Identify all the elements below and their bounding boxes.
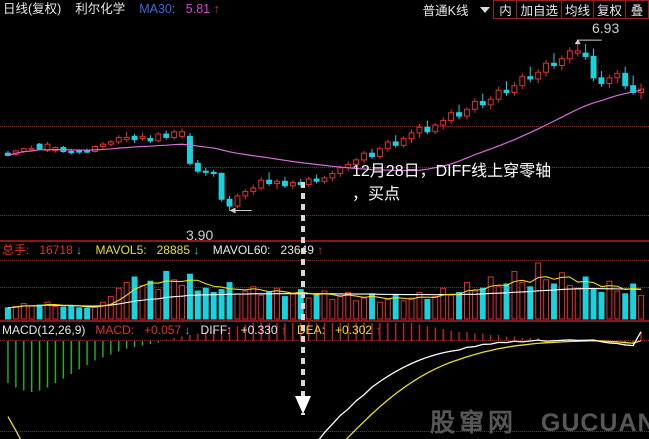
volume-gridline bbox=[0, 260, 649, 261]
toolbar: 普通K线 内 加自选 均线 复权 叠 bbox=[415, 0, 649, 19]
header-info: 日线(复权) 利尔化学 MA30: 5.81 ↑ bbox=[3, 1, 220, 18]
toolbar-button-overlay[interactable]: 叠 bbox=[625, 0, 649, 19]
volume-total-arrow-icon: ↓ bbox=[76, 243, 83, 257]
annotation-line-2: ，买点 bbox=[352, 186, 401, 203]
kline-mode-dropdown[interactable]: 普通K线 bbox=[415, 0, 495, 19]
dea-arrow-icon: ↑ bbox=[375, 323, 382, 337]
ma30-label: MA30: bbox=[139, 2, 176, 16]
diff-label: DIFF: bbox=[200, 323, 231, 337]
mavol5-label: MAVOL5: bbox=[95, 243, 147, 257]
period-label: 日线(复权) bbox=[3, 2, 62, 16]
price-gridline bbox=[0, 126, 649, 127]
toolbar-button-ma[interactable]: 均线 bbox=[560, 0, 594, 19]
header-bar: 日线(复权) 利尔化学 MA30: 5.81 ↑ 普通K线 内 加自选 均线 复… bbox=[0, 0, 649, 19]
macd-value: +0.057 bbox=[144, 323, 182, 337]
macd-label: MACD: bbox=[95, 323, 135, 337]
macd-legend: MACD(12,26,9) MACD: +0.057 ↓ DIFF: +0.33… bbox=[2, 323, 381, 338]
diff-value: +0.330 bbox=[240, 323, 278, 337]
watermark-en: GUCUAN.COM bbox=[540, 409, 649, 437]
ma30-arrow-icon: ↑ bbox=[213, 2, 220, 16]
toolbar-button-adjust[interactable]: 复权 bbox=[592, 0, 626, 19]
panel-divider bbox=[0, 240, 649, 242]
macd-arrow-icon: ↓ bbox=[184, 323, 191, 337]
price-chart-panel[interactable] bbox=[0, 19, 649, 241]
ma30-value: 5.81 bbox=[185, 2, 211, 16]
kline-mode-label: 普通K线 bbox=[422, 4, 469, 18]
price-high-label: 6.93 bbox=[592, 20, 620, 36]
macd-gridline bbox=[0, 431, 649, 432]
chevron-down-icon bbox=[480, 6, 491, 13]
annotation-line-1: 12月28日，DIFF线上穿零轴 bbox=[352, 163, 552, 180]
watermark: 股窜网 GUCUAN.COM bbox=[430, 403, 649, 439]
watermark-cn: 股窜网 bbox=[430, 409, 518, 437]
price-gridline bbox=[0, 215, 649, 216]
mavol60-arrow-icon: ↑ bbox=[317, 243, 324, 257]
mavol60-label: MAVOL60: bbox=[212, 243, 271, 257]
price-low-label: 3.90 bbox=[186, 227, 214, 243]
mavol60-value: 23649 bbox=[280, 243, 314, 257]
candlestick-series bbox=[5, 39, 644, 214]
price-gridline bbox=[0, 167, 649, 168]
panel-divider bbox=[0, 320, 649, 322]
volume-total-label: 总手: bbox=[2, 243, 30, 257]
toolbar-button-nei[interactable]: 内 bbox=[493, 0, 518, 19]
volume-legend: 总手: 16718 ↓ MAVOL5: 28885 ↓ MAVOL60: 236… bbox=[2, 243, 323, 258]
macd-chart-panel[interactable]: MACD(12,26,9) MACD: +0.057 ↓ DIFF: +0.33… bbox=[0, 323, 649, 439]
macd-title: MACD(12,26,9) bbox=[2, 323, 86, 337]
volume-total-value: 16718 bbox=[39, 243, 73, 257]
stock-name: 利尔化学 bbox=[75, 2, 126, 16]
diff-arrow-icon: ↑ bbox=[280, 323, 287, 337]
toolbar-button-add-favorite[interactable]: 加自选 bbox=[516, 0, 562, 19]
dea-label: DEA: bbox=[296, 323, 325, 337]
volume-chart-panel[interactable]: 总手: 16718 ↓ MAVOL5: 28885 ↓ MAVOL60: 236… bbox=[0, 243, 649, 321]
volume-gridline bbox=[0, 287, 649, 288]
macd-series bbox=[7, 323, 642, 439]
mavol5-value: 28885 bbox=[156, 243, 190, 257]
volume-bar-series bbox=[5, 262, 644, 320]
mavol5-arrow-icon: ↓ bbox=[193, 243, 200, 257]
dea-value: +0.302 bbox=[335, 323, 373, 337]
